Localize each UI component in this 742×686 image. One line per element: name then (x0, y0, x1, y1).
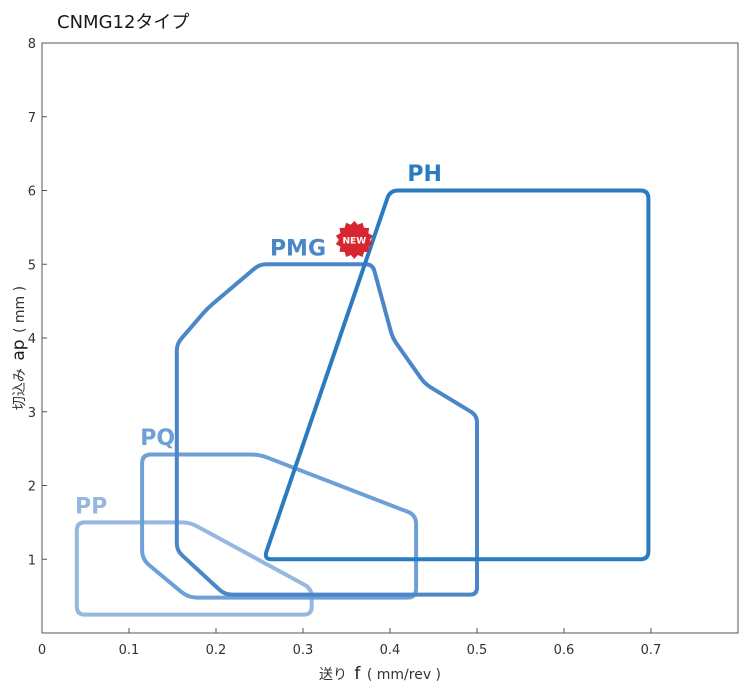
x-axis-ticks: 0.1 0.2 0.3 0.4 0.5 0.6 0.7 (119, 628, 662, 658)
new-badge-text: NEW (343, 236, 367, 246)
region-ph (263, 188, 651, 562)
y-tick-label: 7 (28, 111, 36, 126)
y-tick-label: 1 (28, 553, 36, 568)
region-series (74, 188, 651, 617)
region-pmg (174, 262, 479, 597)
x-axis-label-unit: ( mm/rev ) (367, 667, 441, 683)
plot-frame (41, 42, 739, 634)
x-tick-label: 0.4 (380, 643, 401, 658)
y-axis-label-symbol: ap (9, 339, 29, 360)
x-tick-label: 0.5 (467, 643, 488, 658)
y-axis-label: 切込み ap ( mm ) (9, 286, 29, 410)
region-pp (74, 520, 314, 617)
y-axis-label-unit: ( mm ) (12, 286, 28, 333)
x-tick-label: 0.7 (641, 643, 662, 658)
x-axis-label: 送り f ( mm/rev ) (319, 664, 441, 684)
x-axis-label-symbol: f (354, 664, 361, 684)
region-label-pmg: PMG (270, 236, 326, 261)
region-label-pq: PQ (140, 426, 175, 451)
y-tick-label: 8 (28, 37, 36, 52)
y-axis-ticks: 1 2 3 4 5 6 7 8 (28, 37, 47, 568)
new-badge-shape (335, 220, 373, 259)
x-tick-label: 0.2 (206, 643, 227, 658)
x-tick-label: 0.3 (293, 643, 314, 658)
chart-title: CNMG12タイプ (57, 12, 189, 33)
y-axis-label-prefix: 切込み (12, 368, 28, 410)
x-axis-label-prefix: 送り (319, 667, 347, 683)
x-tick-label: 0.6 (554, 643, 575, 658)
y-tick-label: 3 (28, 406, 36, 421)
y-tick-label: 2 (28, 480, 36, 495)
region-label-pp: PP (75, 495, 107, 520)
y-tick-label: 5 (28, 258, 36, 273)
x-tick-label-0: 0 (38, 643, 46, 658)
y-tick-label: 6 (28, 185, 36, 200)
new-badge: NEW (335, 220, 373, 259)
region-label-ph: PH (407, 162, 442, 187)
x-tick-label: 0.1 (119, 643, 140, 658)
region-pq (140, 452, 419, 600)
y-tick-label: 4 (28, 332, 36, 347)
region-labels: PP PQ PMG PH (75, 162, 442, 520)
